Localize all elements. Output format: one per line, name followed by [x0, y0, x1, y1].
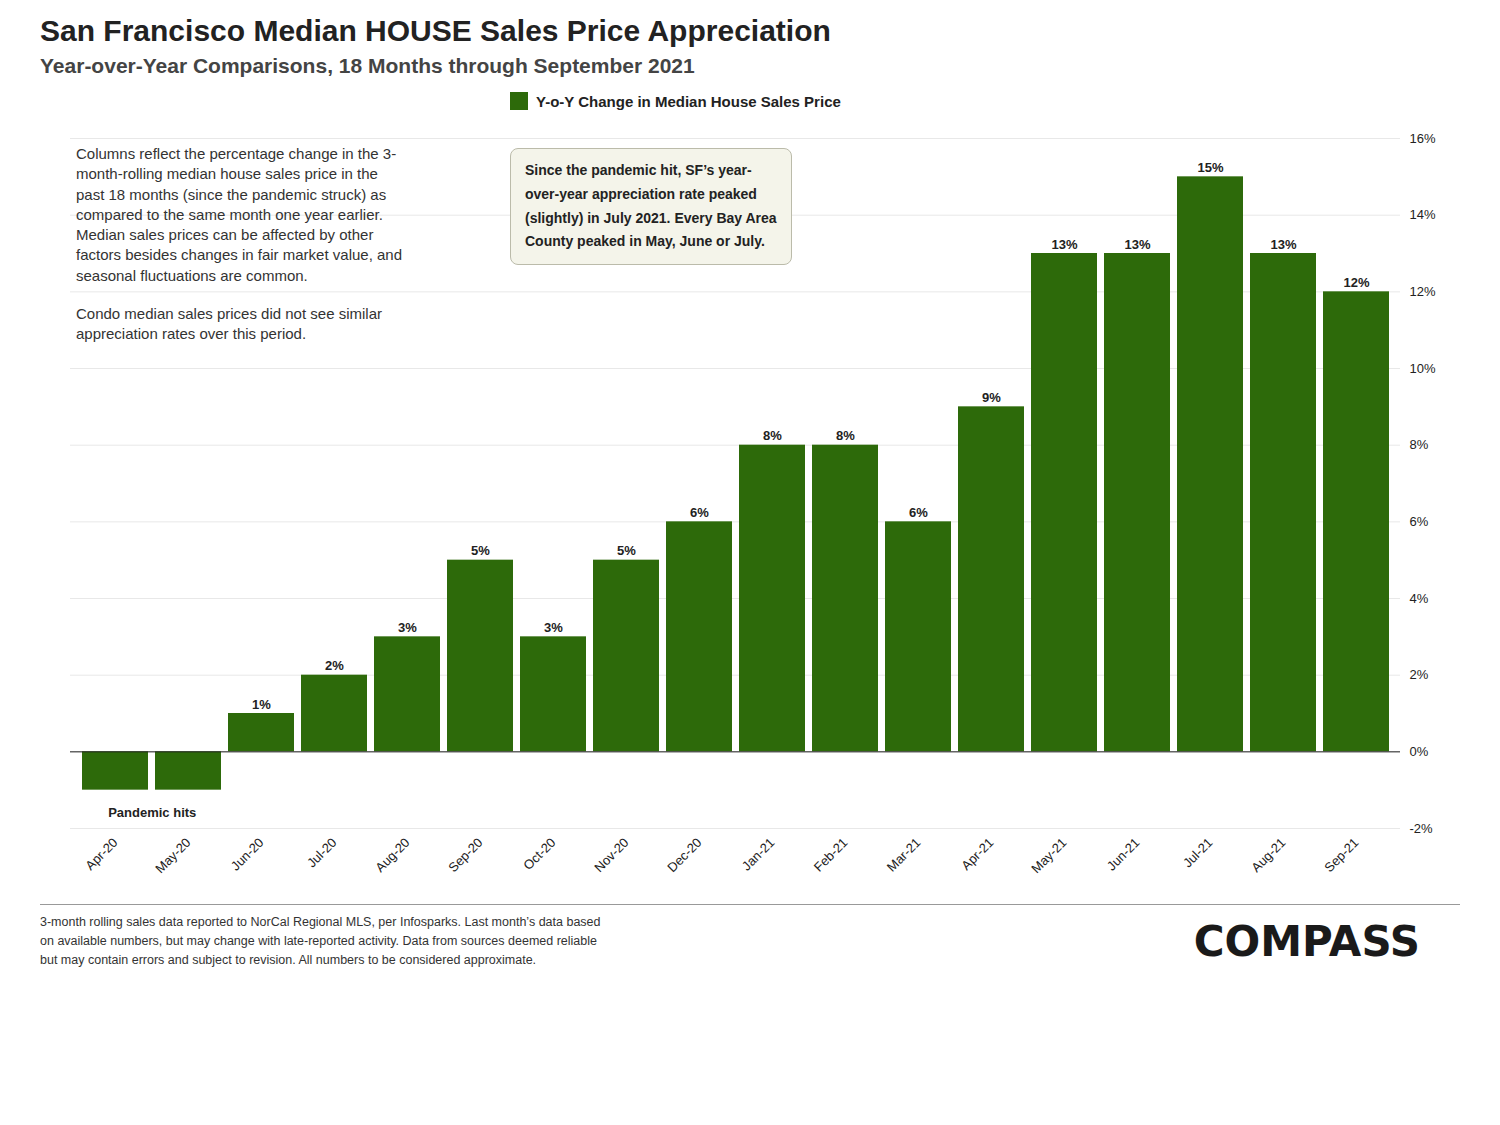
- svg-text:Dec-20: Dec-20: [664, 835, 704, 875]
- svg-text:3%: 3%: [544, 620, 563, 635]
- svg-text:16%: 16%: [1410, 131, 1436, 146]
- svg-text:14%: 14%: [1410, 207, 1436, 222]
- svg-text:1%: 1%: [252, 697, 271, 712]
- svg-text:May-21: May-21: [1028, 835, 1069, 876]
- svg-text:Apr-20: Apr-20: [82, 835, 120, 873]
- svg-text:8%: 8%: [1410, 437, 1429, 452]
- svg-text:8%: 8%: [836, 428, 855, 443]
- svg-text:Mar-21: Mar-21: [884, 835, 924, 875]
- svg-text:Apr-21: Apr-21: [958, 835, 996, 873]
- svg-text:4%: 4%: [1410, 591, 1429, 606]
- svg-text:Sep-20: Sep-20: [445, 835, 485, 875]
- svg-text:13%: 13%: [1051, 237, 1077, 252]
- html-text:Since the pandemic hit, SF’s y: Since the pandemic hit, SF’s year- over-…: [525, 162, 777, 250]
- svg-text:2%: 2%: [1410, 667, 1429, 682]
- html-text:COMPASS: COMPASS: [1193, 916, 1420, 966]
- svg-text:2%: 2%: [325, 658, 344, 673]
- svg-text:9%: 9%: [982, 390, 1001, 405]
- svg-text:6%: 6%: [690, 505, 709, 520]
- svg-text:13%: 13%: [1124, 237, 1150, 252]
- svg-text:12%: 12%: [1343, 275, 1369, 290]
- svg-text:5%: 5%: [471, 543, 490, 558]
- svg-text:Sep-21: Sep-21: [1321, 835, 1361, 875]
- svg-text:Aug-21: Aug-21: [1248, 835, 1288, 875]
- svg-text:6%: 6%: [1410, 514, 1429, 529]
- svg-text:15%: 15%: [1197, 160, 1223, 175]
- svg-text:Jul-21: Jul-21: [1180, 835, 1216, 871]
- svg-text:Nov-20: Nov-20: [591, 835, 631, 875]
- svg-text:Feb-21: Feb-21: [811, 835, 851, 875]
- svg-text:May-20: May-20: [152, 835, 193, 876]
- html-text:Condo median sales prices did: Condo median sales prices did not see si…: [76, 304, 382, 342]
- html-text:Year-over-Year Comparisons, 18: Year-over-Year Comparisons, 18 Months th…: [40, 54, 695, 77]
- svg-text:0%: 0%: [1410, 744, 1429, 759]
- svg-text:5%: 5%: [617, 543, 636, 558]
- html-text:Columns reflect the percentage: Columns reflect the percentage change in…: [76, 145, 402, 284]
- svg-text:Pandemic hits: Pandemic hits: [108, 805, 196, 820]
- html-text:San Francisco Median HOUSE Sal: San Francisco Median HOUSE Sales Price A…: [40, 14, 831, 47]
- svg-text:Jan-21: Jan-21: [739, 835, 778, 874]
- svg-text:10%: 10%: [1410, 361, 1436, 376]
- svg-text:Jun-20: Jun-20: [228, 835, 267, 874]
- html-text:3-month rolling sales data rep: 3-month rolling sales data reported to N…: [40, 915, 601, 967]
- svg-text:8%: 8%: [763, 428, 782, 443]
- svg-text:Jun-21: Jun-21: [1104, 835, 1143, 874]
- svg-text:3%: 3%: [398, 620, 417, 635]
- svg-text:6%: 6%: [909, 505, 928, 520]
- svg-text:Jul-20: Jul-20: [304, 835, 340, 871]
- html-text:Y-o-Y Change in Median House S: Y-o-Y Change in Median House Sales Price: [536, 92, 841, 110]
- svg-text:-2%: -2%: [1410, 821, 1434, 836]
- svg-text:Aug-20: Aug-20: [372, 835, 412, 875]
- svg-text:13%: 13%: [1270, 237, 1296, 252]
- svg-text:12%: 12%: [1410, 284, 1436, 299]
- svg-text:Oct-20: Oct-20: [520, 835, 558, 873]
